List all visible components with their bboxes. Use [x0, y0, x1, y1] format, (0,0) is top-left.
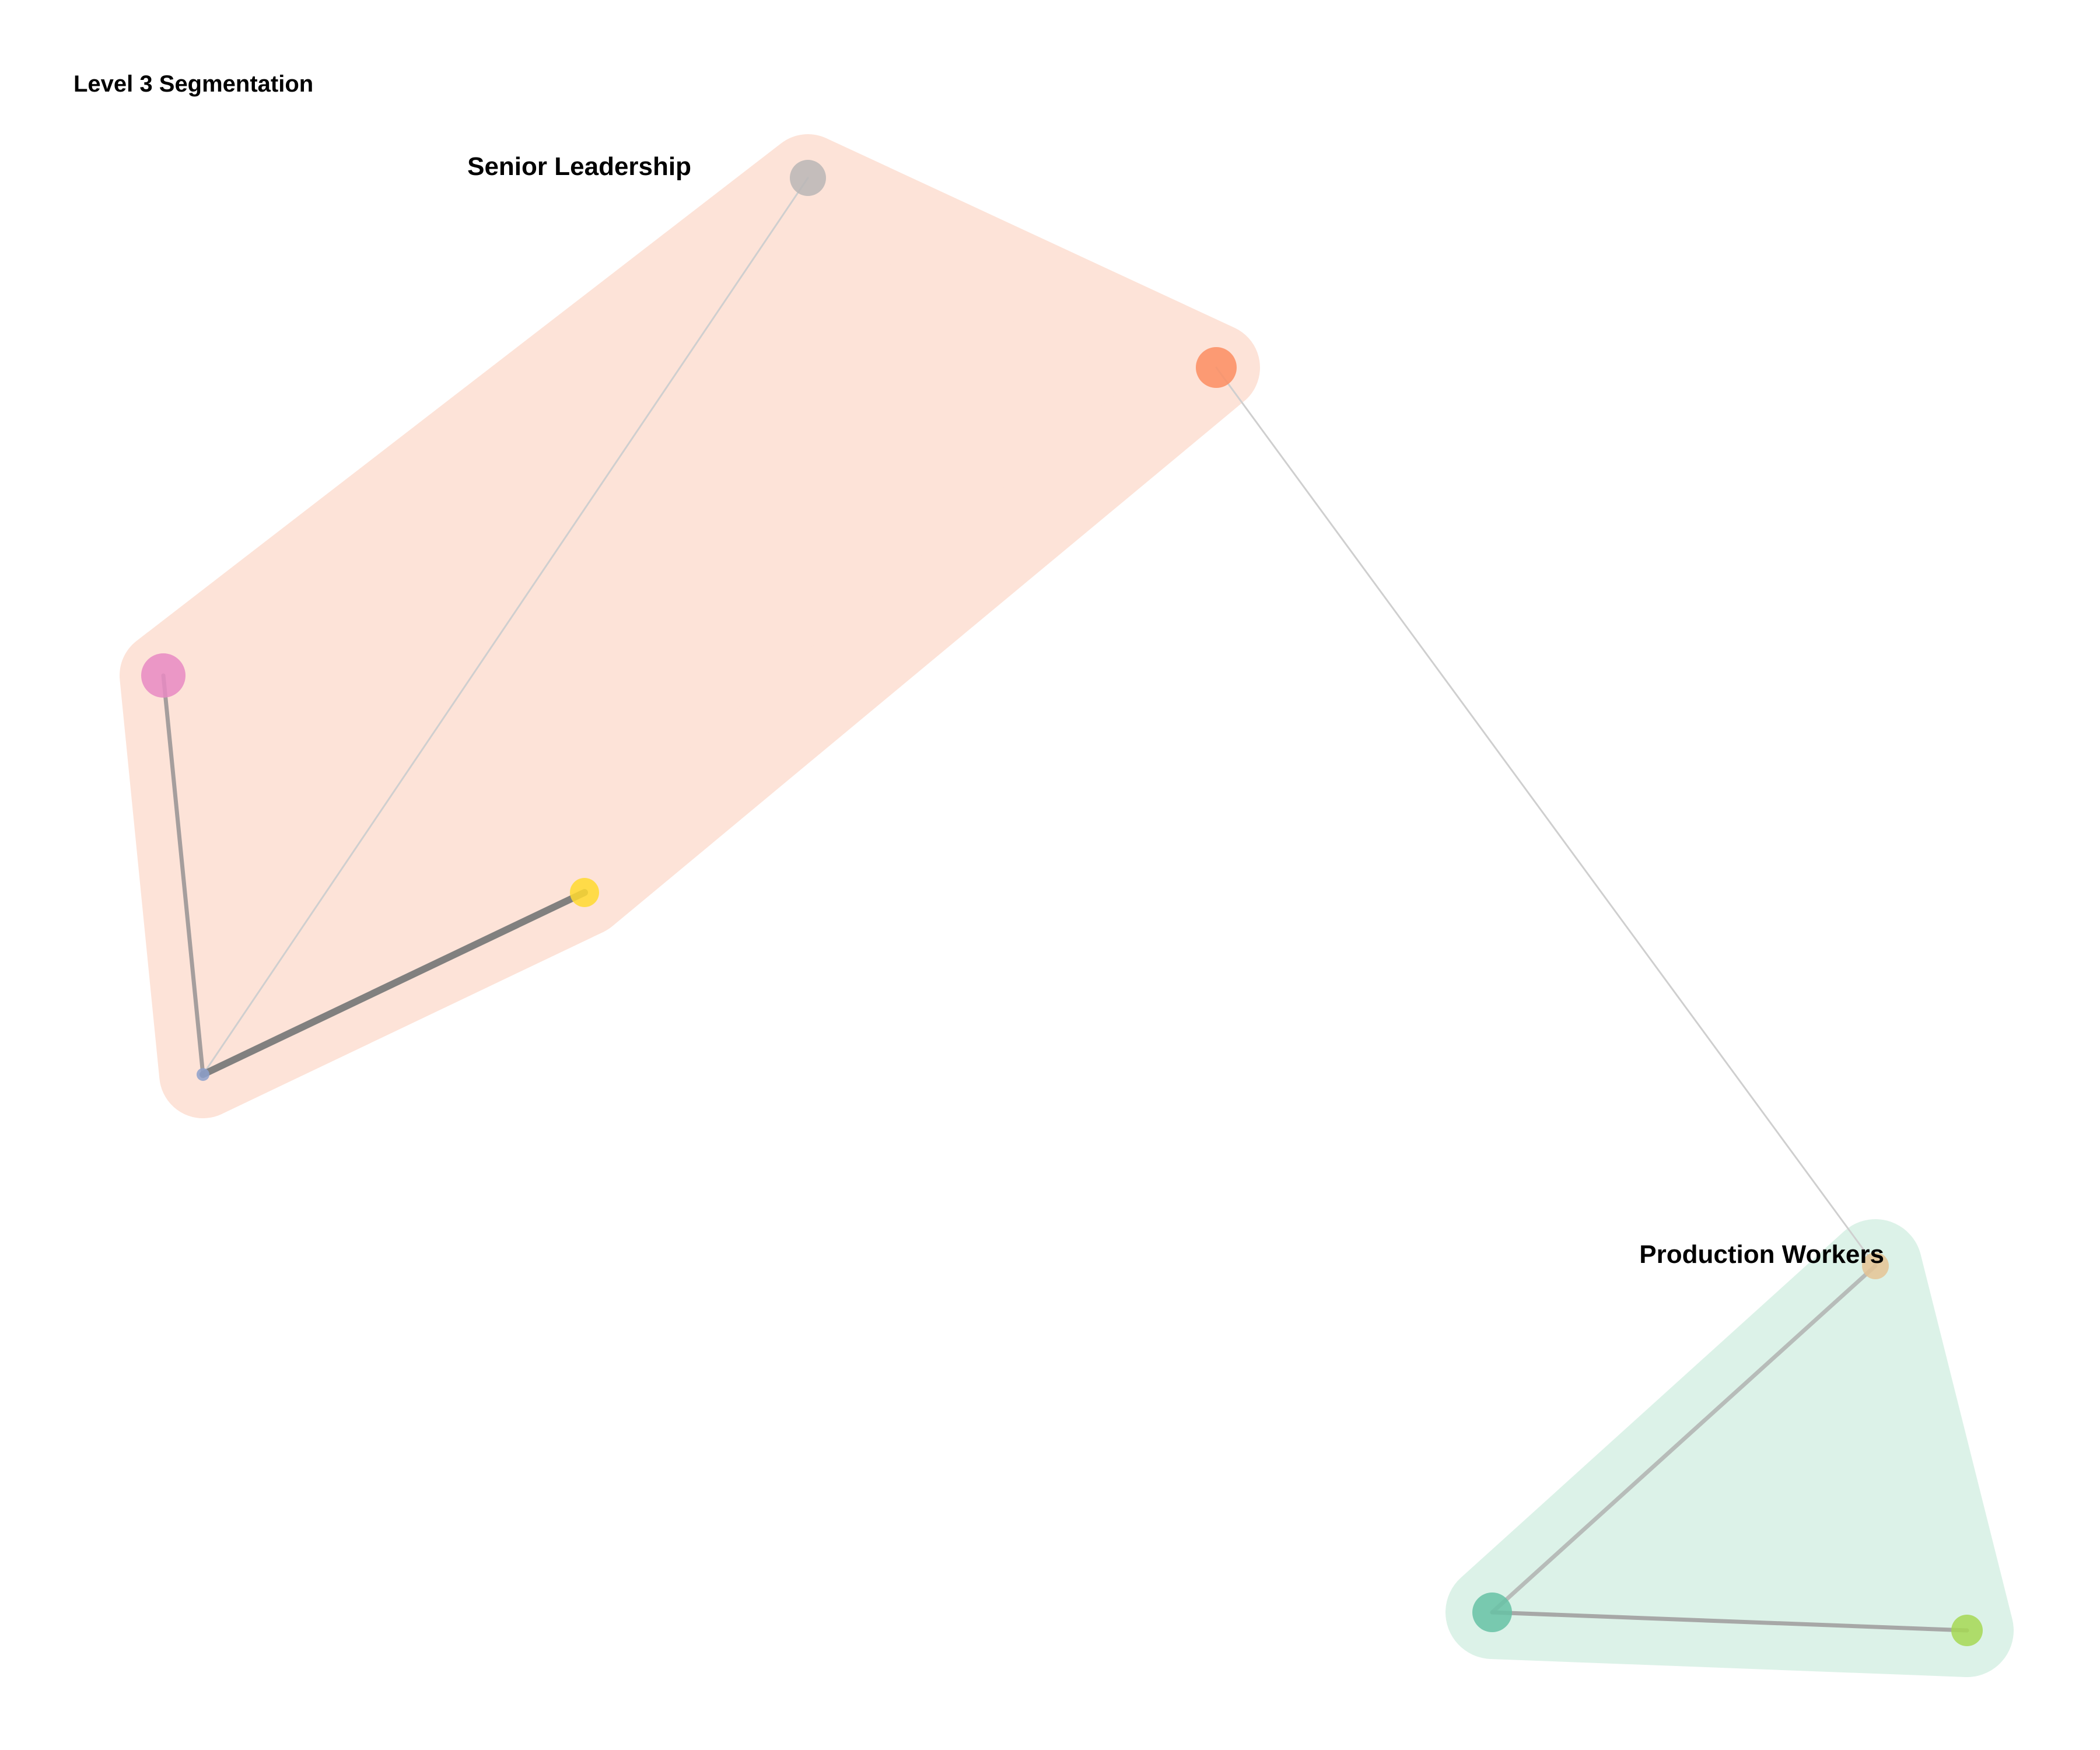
node-yellow [570, 878, 599, 907]
node-gray [790, 160, 826, 196]
nodes [141, 160, 1983, 1646]
edge-n-blue-n-yellow [200, 889, 588, 1078]
edge-n-teal-n-lime [1490, 1610, 1969, 1633]
edge-n-orange-n-tan [1215, 366, 1877, 1267]
cluster-label-production-workers: Production Workers [1639, 1240, 1884, 1269]
cluster-hulls [120, 134, 2014, 1677]
edge-n-tan-n-teal [1490, 1264, 1878, 1615]
edges [161, 177, 1969, 1633]
node-blue [197, 1068, 209, 1081]
diagram-title: Level 3 Segmentation [74, 71, 313, 97]
cluster-label-senior-leadership: Senior Leadership [467, 152, 691, 181]
node-tan [1862, 1252, 1889, 1279]
node-teal [1472, 1592, 1512, 1632]
edge-n-blue-n-gray [202, 177, 809, 1076]
node-pink [141, 653, 186, 698]
node-orange [1196, 347, 1237, 388]
cluster-hull-production-workers [1446, 1219, 2014, 1677]
edge-n-pink-n-blue [161, 673, 205, 1077]
cluster-hull-senior-leadership [120, 134, 1260, 1118]
node-lime [1951, 1615, 1983, 1646]
